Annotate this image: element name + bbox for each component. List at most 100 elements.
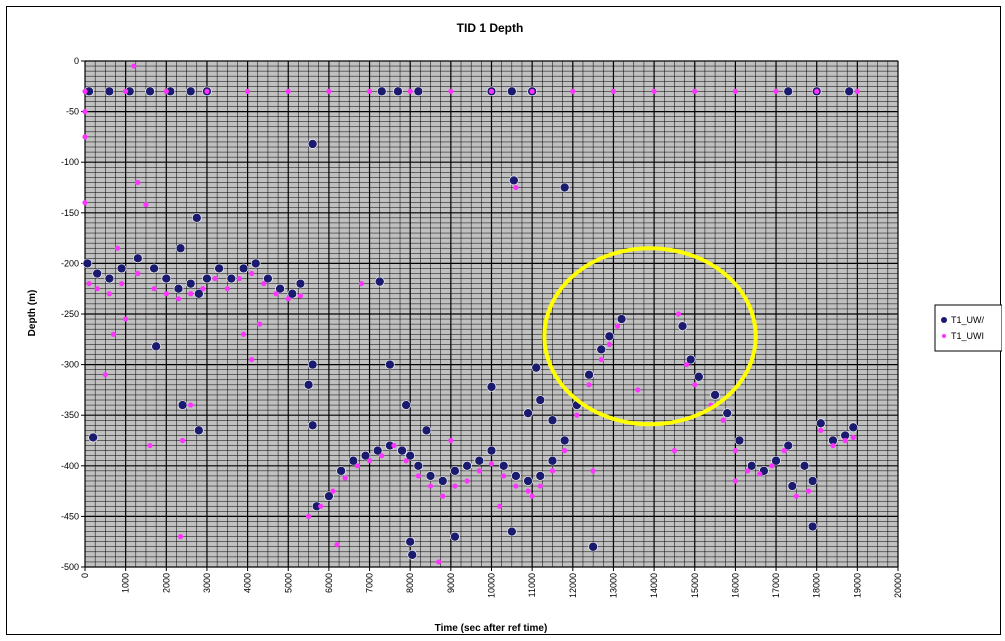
data-point — [562, 448, 568, 454]
data-point — [425, 471, 436, 481]
data-point — [535, 471, 546, 481]
data-point — [104, 86, 115, 97]
data-point — [744, 468, 751, 474]
data-point — [133, 253, 143, 264]
data-point — [452, 483, 458, 489]
y-tick-label: -450 — [61, 511, 79, 521]
gridlines — [84, 60, 899, 568]
data-point — [844, 86, 855, 97]
data-point — [405, 450, 416, 461]
data-point — [710, 390, 720, 400]
data-point — [677, 321, 688, 331]
x-tick-label: 11000 — [527, 573, 537, 597]
data-point — [488, 88, 495, 94]
data-point — [529, 493, 535, 499]
y-axis-label: Depth (m) — [27, 290, 38, 337]
data-point — [330, 488, 336, 494]
data-point — [273, 291, 279, 297]
data-point — [188, 291, 194, 297]
data-point — [757, 471, 763, 477]
data-point — [257, 321, 263, 327]
data-point — [348, 455, 359, 466]
data-point — [372, 445, 383, 456]
data-point — [287, 288, 298, 299]
x-tick-label: 10000 — [487, 573, 497, 598]
data-point — [92, 268, 102, 279]
data-point — [732, 478, 739, 484]
data-point — [226, 273, 237, 284]
data-point — [204, 88, 210, 94]
data-point — [614, 323, 621, 329]
data-point — [147, 442, 153, 449]
data-point — [114, 245, 121, 251]
legend-marker-series-1 — [942, 334, 946, 338]
y-tick-label: -400 — [61, 461, 79, 471]
data-point — [307, 359, 318, 370]
data-point — [531, 362, 542, 373]
x-tick-label: 7000 — [365, 573, 375, 593]
data-point — [807, 476, 818, 486]
data-point — [135, 270, 141, 277]
data-point — [783, 86, 794, 97]
data-point — [570, 88, 576, 94]
data-point — [358, 281, 365, 287]
data-point — [415, 473, 421, 479]
data-point — [507, 86, 517, 97]
data-point — [212, 275, 218, 282]
data-point — [163, 291, 169, 297]
data-point — [671, 448, 678, 454]
data-point — [175, 243, 186, 254]
data-point — [513, 184, 519, 191]
data-point — [805, 488, 812, 494]
y-tick-label: -350 — [61, 410, 79, 420]
x-tick-label: 16000 — [730, 573, 740, 598]
data-point — [413, 86, 424, 97]
data-point — [746, 460, 757, 471]
data-point — [86, 281, 92, 287]
data-point — [413, 460, 424, 471]
data-point — [342, 475, 348, 481]
data-point — [118, 281, 125, 287]
data-point — [464, 478, 470, 484]
x-tick-label: 8000 — [405, 573, 415, 593]
data-point — [250, 258, 261, 269]
data-point — [236, 275, 243, 282]
data-point — [405, 536, 416, 547]
data-point — [606, 341, 612, 347]
data-point — [82, 200, 88, 206]
data-point — [202, 273, 212, 284]
data-point — [769, 463, 775, 469]
legend-label-series-0: T1_UW/ — [951, 315, 985, 325]
data-point — [807, 521, 818, 532]
y-tick-label: -150 — [61, 208, 79, 218]
data-point — [366, 458, 373, 464]
data-point — [559, 435, 570, 446]
data-point — [781, 448, 787, 454]
data-point — [191, 213, 202, 223]
data-point — [450, 466, 460, 476]
annotations — [542, 246, 758, 427]
x-tick-label: 5000 — [283, 573, 293, 593]
data-point — [88, 432, 98, 443]
data-point — [149, 263, 159, 274]
data-point — [684, 362, 690, 368]
x-tick-label: 18000 — [812, 573, 822, 598]
data-point — [324, 491, 334, 501]
data-point — [151, 341, 161, 352]
data-point — [675, 311, 682, 317]
data-point — [285, 296, 291, 302]
data-point — [393, 86, 403, 97]
data-point — [799, 460, 810, 471]
data-point — [82, 258, 93, 269]
data-point — [94, 286, 100, 292]
data-point — [175, 296, 182, 302]
data-point — [547, 455, 558, 466]
data-point — [200, 286, 206, 292]
y-tick-label: -100 — [61, 157, 79, 167]
data-point — [596, 344, 607, 355]
data-point — [427, 483, 434, 489]
data-point — [501, 473, 507, 479]
data-point — [275, 283, 285, 294]
data-point — [850, 434, 856, 441]
data-point — [815, 418, 826, 429]
